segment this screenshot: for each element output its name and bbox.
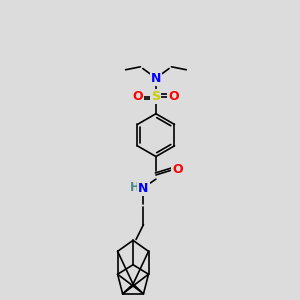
Text: S: S bbox=[152, 90, 160, 103]
Text: H: H bbox=[130, 181, 140, 194]
Text: O: O bbox=[169, 90, 179, 103]
Text: N: N bbox=[138, 182, 148, 195]
Text: O: O bbox=[133, 90, 143, 103]
Text: N: N bbox=[151, 72, 161, 85]
Text: O: O bbox=[172, 163, 183, 176]
